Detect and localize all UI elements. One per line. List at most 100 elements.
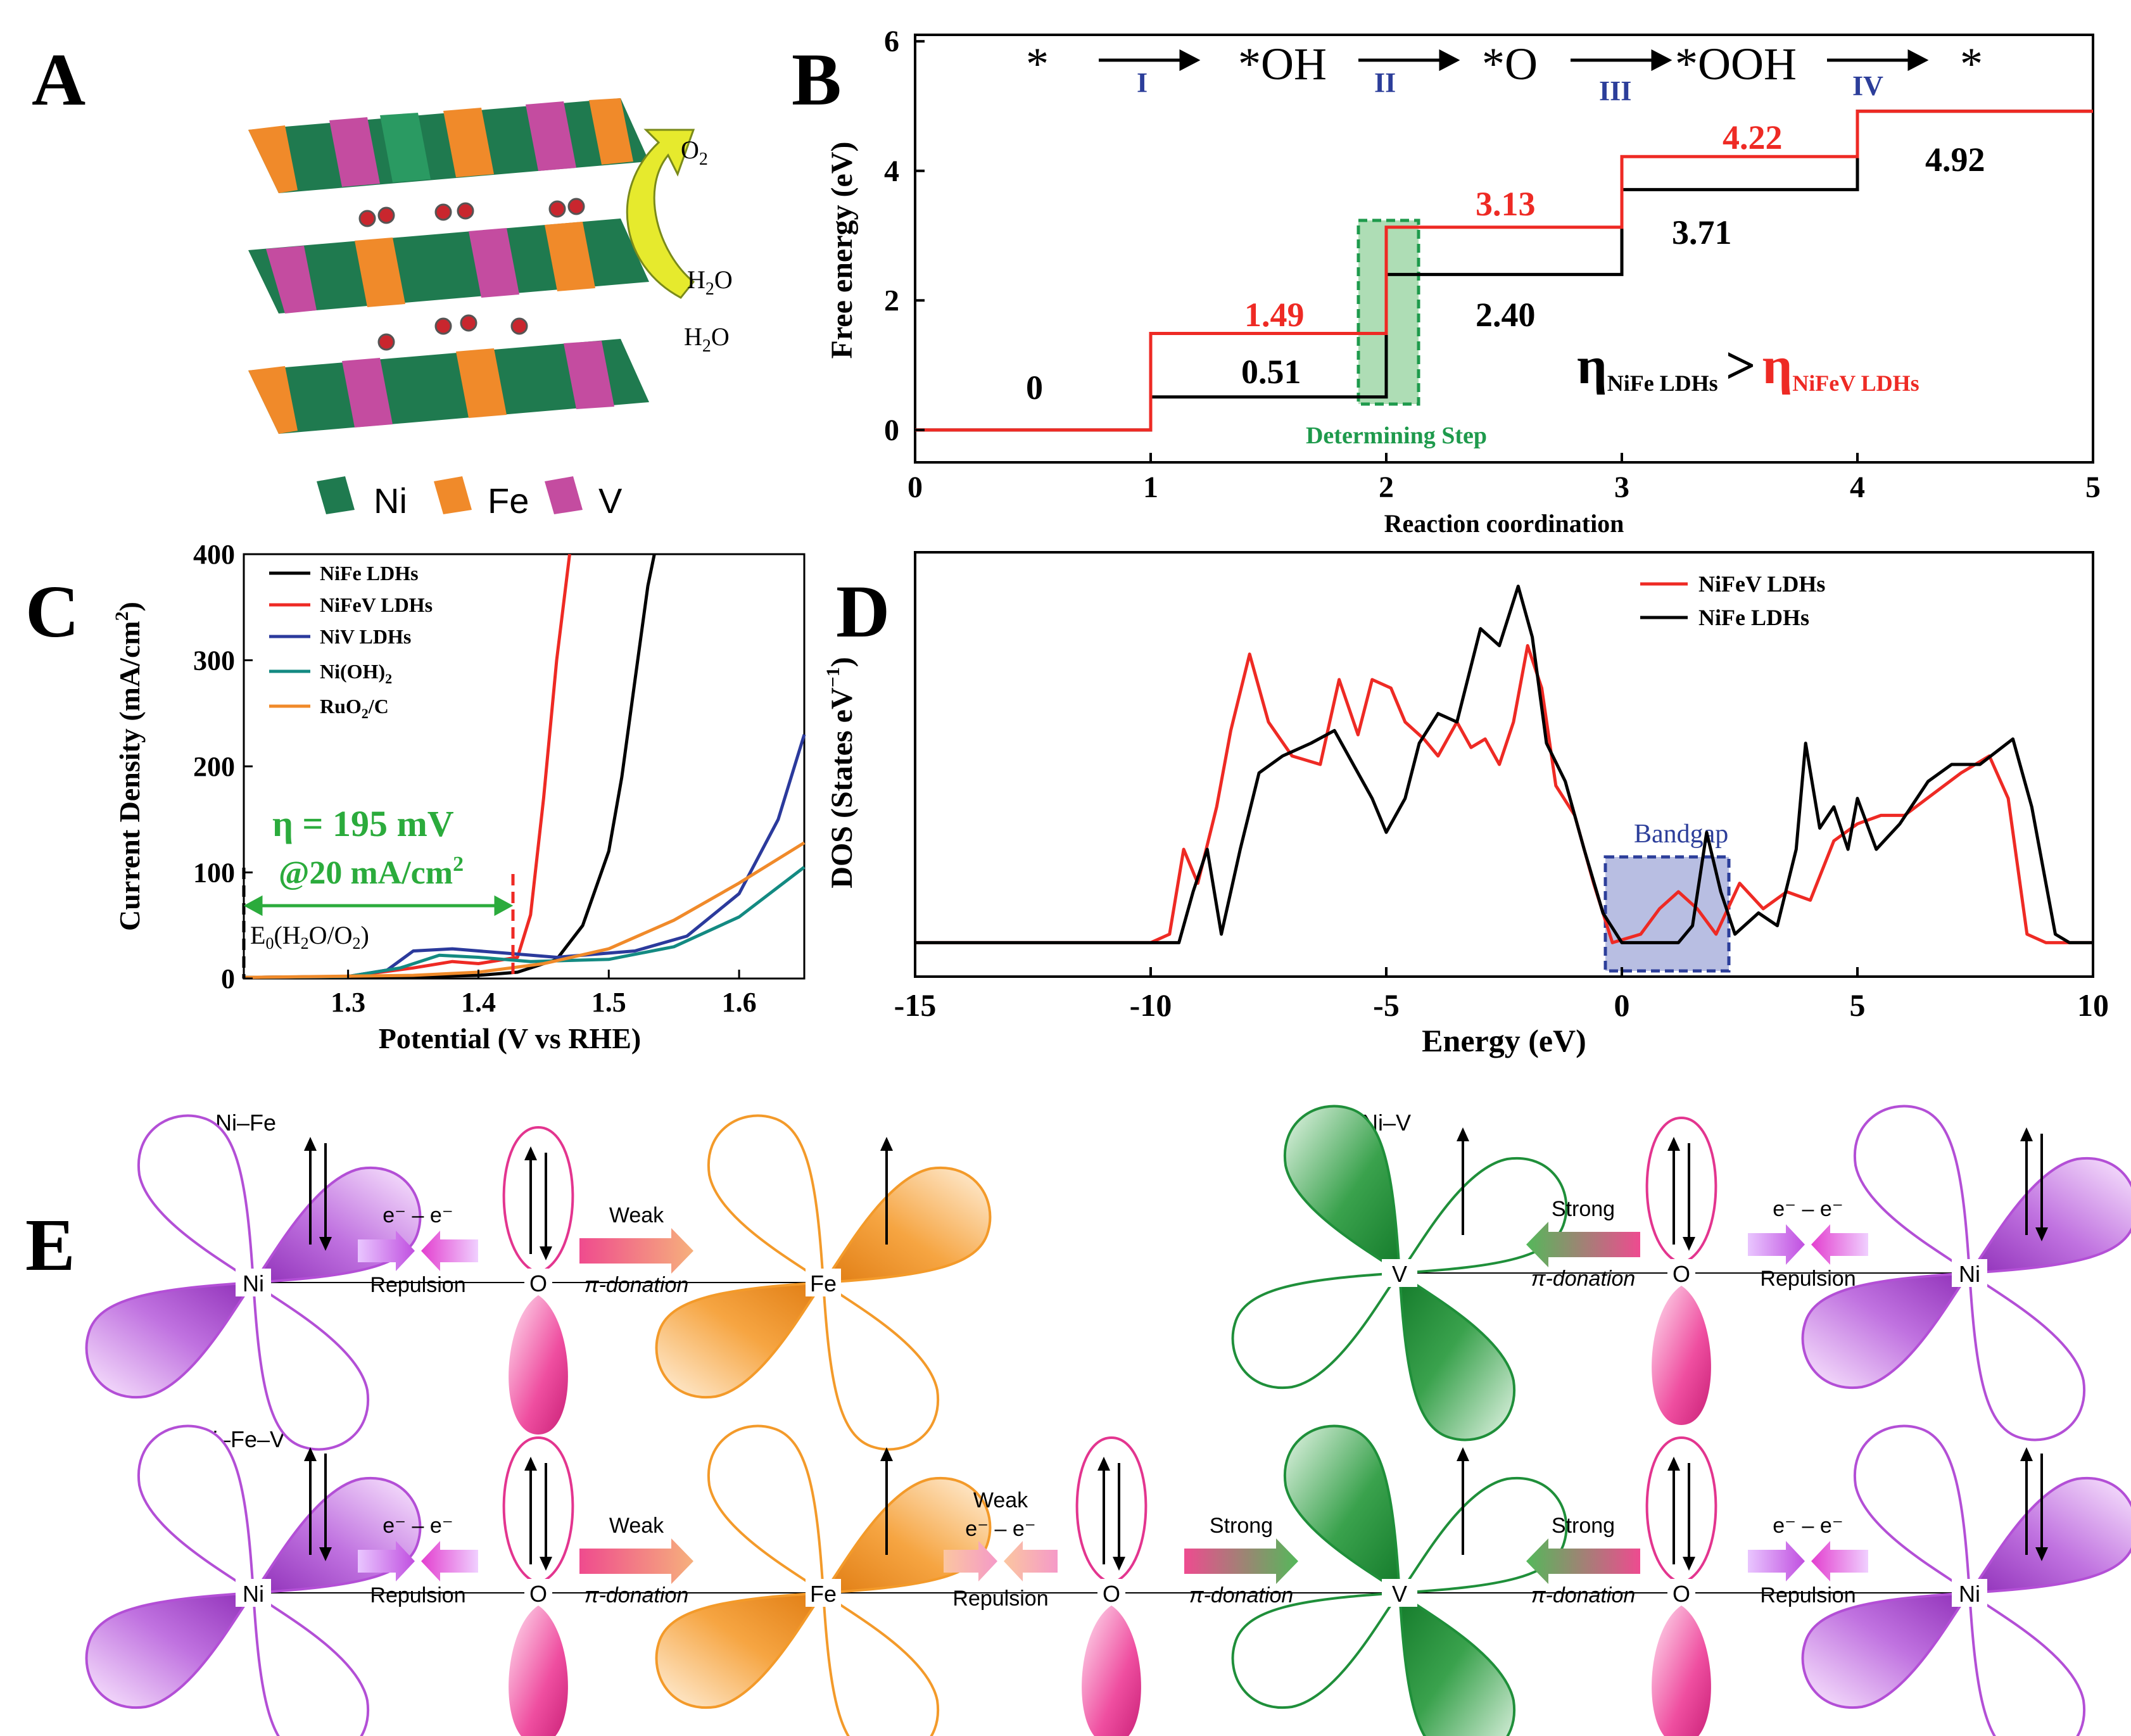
x-tick-label: 10 — [2077, 987, 2109, 1023]
atom-label: V — [1392, 1581, 1407, 1607]
oxygen-lower-lobe — [509, 1295, 568, 1435]
y-tick-label: 200 — [193, 751, 235, 782]
species-ooh: *OOH — [1675, 39, 1797, 89]
orbital-lobe — [1396, 1156, 1568, 1275]
energy-profile-1 — [915, 110, 2093, 432]
o2-release-arrow — [626, 129, 695, 299]
chart-c-legend: NiFe LDHs NiFeV LDHs NiV LDHs Ni(OH)2 Ru… — [269, 562, 433, 721]
orbital-v: V — [1231, 1424, 1568, 1736]
legend-fe: Fe — [488, 481, 529, 521]
chart-c-ticks: 1.3 1.4 1.5 1.6 0 100 200 300 400 — [193, 539, 757, 1018]
orbital-lobe — [1801, 1591, 1973, 1709]
atom-label: Ni — [243, 1581, 264, 1607]
label-422: 4.22 — [1723, 118, 1783, 156]
panel-label-a: A — [32, 38, 85, 121]
spin-down-head — [319, 1547, 332, 1561]
y-tick-label: 6 — [884, 25, 899, 58]
orbital-fe: Fe — [655, 1424, 992, 1736]
orbital-diagrams: Ni O Fe e⁻ – e⁻ Repulsion Weak π-donation V O Ni e… — [85, 1105, 2131, 1736]
orbital-ni: Ni — [85, 1424, 422, 1736]
oxygen-upper-lobe — [1645, 1436, 1717, 1585]
donation-arrow — [1526, 1222, 1640, 1267]
atom-label-bg — [1382, 1259, 1417, 1287]
species-oh: *OH — [1238, 39, 1327, 89]
orbital-lobe — [1968, 1270, 2086, 1441]
panel-label-e: E — [25, 1203, 75, 1286]
x-tick-label: 0 — [1614, 987, 1630, 1023]
x-tick-label: 1 — [1143, 471, 1158, 504]
spin-up-head — [1667, 1457, 1680, 1471]
overpotential-relation: ηNiFe LDHs > ηNiFeV LDHs — [1577, 336, 1919, 396]
x-tick-label: -10 — [1130, 987, 1172, 1023]
repulsion-arrows: e⁻ – e⁻ Repulsion — [358, 1514, 478, 1607]
y-tick-label: 300 — [193, 645, 235, 676]
repulsion-label: Repulsion — [952, 1587, 1048, 1611]
panel-label-b: B — [792, 38, 842, 121]
orbital-lobe — [137, 1114, 255, 1286]
ldh-layer — [248, 98, 649, 193]
h2o-label-2: H2O — [684, 322, 730, 356]
x-tick-label: 5 — [2085, 471, 2101, 504]
repulsion-arrow-right — [1748, 1224, 1805, 1265]
lsv-curve-4 — [243, 841, 806, 979]
donation-arrow — [579, 1228, 693, 1274]
atom-label: V — [1392, 1261, 1407, 1287]
spin-up-head — [1457, 1447, 1469, 1461]
dos-curve-0 — [915, 643, 2093, 944]
orbital-lobe — [137, 1424, 255, 1596]
x-tick-label: -5 — [1373, 987, 1400, 1023]
e0-label: E0(H2O/O2) — [250, 921, 369, 953]
x-tick-label: 5 — [1850, 987, 1866, 1023]
atom-label-bg — [1382, 1579, 1417, 1607]
weak-repulsion-right — [944, 1541, 997, 1581]
orbital-lobe — [1853, 1105, 1971, 1276]
repulsion-arrows: e⁻ – e⁻ Repulsion — [1748, 1197, 1868, 1291]
orbital-lobe — [655, 1591, 826, 1709]
spin-up-head — [1457, 1127, 1469, 1141]
orbital-lobe — [707, 1114, 825, 1286]
atom-label: O — [529, 1581, 547, 1607]
x-tick-label: 1.4 — [461, 987, 496, 1018]
repulsion-label: Repulsion — [1760, 1267, 1856, 1291]
orbital-ni: Ni — [85, 1114, 422, 1451]
label-313: 3.13 — [1476, 185, 1536, 223]
spin-down-head — [1683, 1237, 1695, 1251]
strength-label: Weak — [609, 1203, 664, 1227]
x-tick-label: 1.6 — [722, 987, 757, 1018]
legend-c-nife: NiFe LDHs — [320, 562, 419, 585]
orbital-lobe — [1853, 1424, 1971, 1596]
atom-label: Ni — [1959, 1261, 1980, 1287]
chart-c-xlabel: Potential (V vs RHE) — [379, 1022, 641, 1055]
interlayer-molecules — [358, 198, 585, 351]
orbital-lobe — [1231, 1271, 1403, 1390]
oxygen-lower-lobe — [1082, 1606, 1141, 1736]
title-ni-fe: Ni–Fe — [215, 1110, 276, 1136]
weak-repulsion-arrows: Weak e⁻ – e⁻ Repulsion — [944, 1488, 1058, 1611]
oxygen-upper-lobe — [1075, 1436, 1148, 1585]
ee-label: e⁻ – e⁻ — [1773, 1514, 1843, 1538]
strength-label: Strong — [1552, 1197, 1615, 1221]
orbital-lobe — [1801, 1271, 1973, 1390]
lsv-curve-1 — [243, 554, 571, 979]
label-149: 1.49 — [1244, 296, 1305, 334]
orbital-lobe — [251, 1590, 370, 1736]
orbital-lobe — [85, 1591, 256, 1709]
orbital-lobe — [707, 1424, 825, 1596]
ee-label: e⁻ – e⁻ — [965, 1517, 1036, 1541]
strength-label: Strong — [1210, 1514, 1273, 1538]
label-051: 0.51 — [1241, 353, 1301, 391]
chart-d-ticks: -15 -10 -5 0 5 10 — [894, 967, 2109, 1023]
species-star-2: * — [1960, 39, 1983, 89]
repulsion-arrow-left — [1811, 1224, 1868, 1265]
orbital-lobe — [1966, 1476, 2131, 1595]
panel-a-legend: Ni Fe V — [317, 476, 623, 521]
atom-label: O — [1673, 1261, 1690, 1287]
repulsion-arrow-right — [358, 1541, 415, 1581]
x-tick-label: 4 — [1850, 471, 1865, 504]
x-tick-label: 1.3 — [331, 987, 365, 1018]
ldh-layer — [248, 219, 649, 314]
donation-arrow — [1526, 1538, 1640, 1584]
atom-label-bg — [524, 1269, 552, 1295]
weak-repulsion-left — [1004, 1541, 1058, 1581]
